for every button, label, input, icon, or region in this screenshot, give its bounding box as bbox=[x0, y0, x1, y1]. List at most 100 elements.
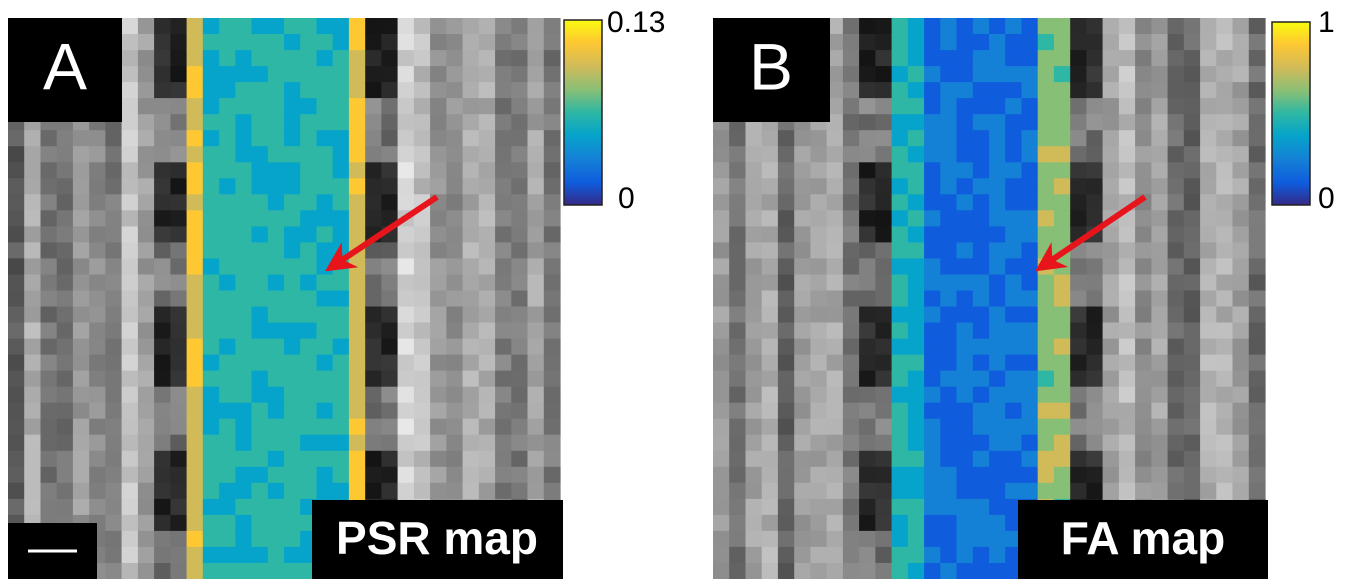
pixel bbox=[267, 34, 285, 51]
pixel bbox=[924, 210, 941, 227]
pixel bbox=[284, 482, 301, 500]
pixel bbox=[875, 178, 893, 195]
pixel bbox=[1167, 210, 1185, 227]
pixel bbox=[72, 258, 90, 275]
pixel bbox=[462, 434, 480, 452]
pixel bbox=[1167, 82, 1185, 99]
pixel bbox=[1005, 290, 1022, 308]
pixel bbox=[170, 514, 188, 532]
pixel bbox=[891, 514, 909, 532]
pixel bbox=[397, 194, 415, 211]
pixel bbox=[989, 466, 1006, 484]
pixel bbox=[1167, 66, 1185, 83]
pixel bbox=[24, 274, 41, 292]
pixel bbox=[826, 354, 844, 372]
pixel bbox=[972, 98, 990, 115]
pixel bbox=[1151, 482, 1169, 500]
panel-label: B bbox=[749, 29, 793, 103]
pixel bbox=[956, 450, 974, 468]
pixel bbox=[794, 370, 811, 388]
pixel bbox=[462, 210, 480, 227]
pixel bbox=[478, 290, 496, 308]
pixel bbox=[1053, 354, 1071, 372]
pixel bbox=[121, 210, 139, 227]
pixel bbox=[72, 130, 90, 147]
pixel bbox=[826, 322, 844, 340]
pixel bbox=[940, 530, 958, 548]
pixel bbox=[543, 98, 561, 115]
pixel bbox=[761, 338, 779, 356]
pixel bbox=[235, 338, 253, 356]
pixel bbox=[300, 386, 317, 404]
pixel bbox=[1167, 370, 1185, 388]
pixel bbox=[745, 258, 763, 275]
pixel bbox=[1021, 18, 1039, 35]
pixel bbox=[430, 210, 447, 227]
pixel bbox=[924, 354, 941, 372]
pixel bbox=[8, 482, 25, 500]
pixel bbox=[875, 338, 893, 356]
pixel bbox=[891, 466, 909, 484]
pixel bbox=[1151, 50, 1169, 67]
pixel bbox=[8, 370, 25, 388]
pixel bbox=[72, 322, 90, 340]
pixel bbox=[170, 226, 188, 243]
pixel bbox=[332, 482, 350, 500]
pixel bbox=[365, 210, 382, 227]
pixel bbox=[365, 450, 382, 468]
pixel bbox=[989, 530, 1006, 548]
pixel bbox=[365, 466, 382, 484]
pixel bbox=[137, 18, 155, 35]
pixel bbox=[332, 130, 350, 147]
pixel bbox=[1021, 82, 1039, 99]
pixel bbox=[478, 66, 496, 83]
pixel bbox=[777, 162, 795, 179]
pixel bbox=[1021, 146, 1039, 163]
pixel bbox=[137, 274, 155, 292]
pixel bbox=[543, 386, 561, 404]
pixel bbox=[8, 466, 25, 484]
pixel bbox=[875, 386, 893, 404]
pixel bbox=[989, 386, 1006, 404]
pixel bbox=[397, 450, 415, 468]
pixel bbox=[251, 82, 269, 99]
pixel bbox=[1005, 194, 1022, 211]
pixel bbox=[72, 162, 90, 179]
pixel bbox=[300, 482, 317, 500]
pixel bbox=[105, 178, 123, 195]
pixel bbox=[729, 210, 746, 227]
pixel bbox=[495, 418, 512, 436]
pixel bbox=[527, 18, 545, 35]
pixel bbox=[1216, 242, 1234, 259]
pixel bbox=[381, 242, 399, 259]
pixel bbox=[1151, 242, 1169, 259]
pixel bbox=[875, 530, 893, 548]
pixel bbox=[1216, 466, 1234, 484]
pixel bbox=[1151, 66, 1169, 83]
pixel bbox=[794, 146, 811, 163]
pixel bbox=[89, 290, 106, 308]
pixel bbox=[446, 98, 464, 115]
pixel bbox=[316, 434, 334, 452]
pixel bbox=[89, 178, 106, 195]
pixel bbox=[842, 258, 860, 275]
pixel bbox=[989, 130, 1006, 147]
pixel bbox=[875, 114, 893, 131]
pixel bbox=[170, 498, 188, 516]
pixel bbox=[989, 98, 1006, 115]
pixel bbox=[989, 546, 1006, 564]
pixel bbox=[495, 338, 512, 356]
pixel bbox=[810, 354, 828, 372]
pixel bbox=[777, 498, 795, 516]
pixel bbox=[219, 514, 236, 532]
pixel bbox=[1037, 66, 1055, 83]
pixel bbox=[1248, 194, 1266, 211]
pixel bbox=[907, 322, 925, 340]
pixel bbox=[170, 546, 188, 564]
pixel bbox=[826, 530, 844, 548]
pixel bbox=[1167, 306, 1185, 324]
pixel bbox=[413, 162, 431, 179]
colorbar bbox=[563, 19, 603, 206]
pixel bbox=[186, 450, 204, 468]
pixel bbox=[956, 242, 974, 259]
